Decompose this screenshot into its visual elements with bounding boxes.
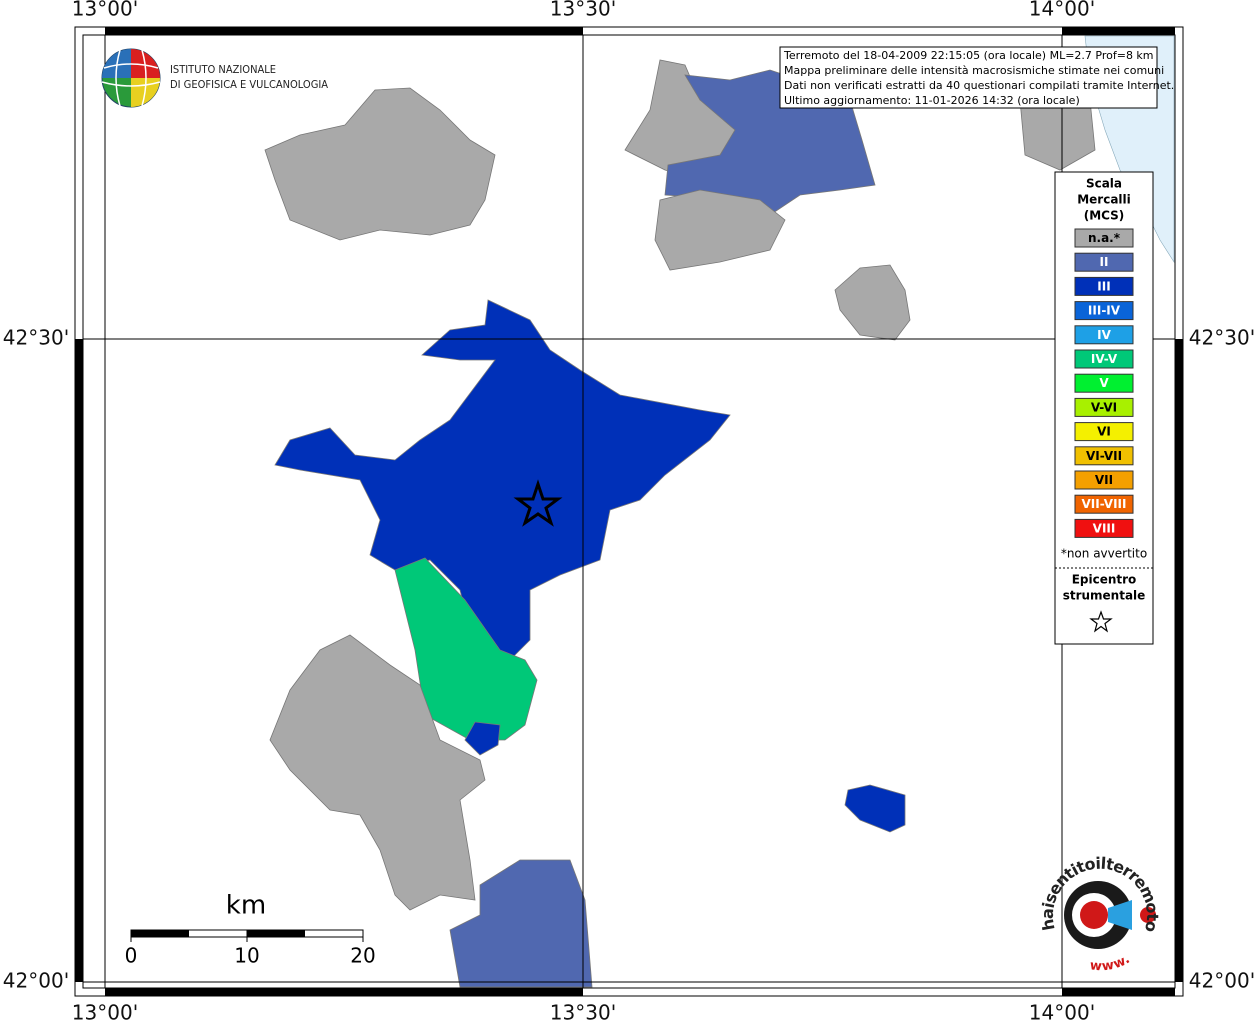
lat-label: 42°00' bbox=[3, 969, 69, 993]
lon-label: 13°30' bbox=[550, 0, 616, 21]
legend-swatch bbox=[1074, 422, 1134, 442]
legend: Scala Mercalli (MCS) *non avvertito Epic… bbox=[1054, 171, 1154, 645]
municipality bbox=[834, 264, 911, 341]
scale-bar: km 0 10 20 bbox=[125, 891, 376, 968]
legend-label: VIII bbox=[1093, 521, 1116, 535]
lat-label: 42°30' bbox=[3, 326, 69, 350]
legend-epicenter: strumentale bbox=[1063, 589, 1146, 603]
legend-label: VI bbox=[1097, 425, 1111, 439]
legend-label: VII-VIII bbox=[1081, 497, 1126, 511]
scale-label: 20 bbox=[350, 944, 375, 968]
legend-swatch bbox=[1074, 518, 1134, 538]
legend-title: Mercalli bbox=[1077, 193, 1131, 207]
legend-swatch bbox=[1074, 494, 1134, 514]
scale-label: 0 bbox=[125, 944, 138, 968]
municipality bbox=[844, 784, 906, 833]
legend-label: VI-VII bbox=[1086, 449, 1122, 463]
legend-label: VII bbox=[1095, 473, 1113, 487]
legend-epicenter: Epicentro bbox=[1072, 573, 1137, 587]
legend-box bbox=[1054, 171, 1154, 645]
legend-swatch bbox=[1074, 301, 1134, 321]
lon-label: 13°00' bbox=[72, 0, 138, 21]
institute-name: DI GEOFISICA E VULCANOLOGIA bbox=[170, 78, 328, 91]
legend-label: III-IV bbox=[1088, 304, 1121, 318]
legend-swatch bbox=[1074, 276, 1134, 296]
info-line: Ultimo aggiornamento: 11-01-2026 14:32 (… bbox=[784, 94, 1080, 107]
legend-label: III bbox=[1097, 279, 1110, 293]
lon-label: 14°00' bbox=[1029, 0, 1095, 21]
info-line: Mappa preliminare delle intensità macros… bbox=[784, 64, 1164, 77]
lon-label: 14°00' bbox=[1029, 1001, 1095, 1025]
lat-label: 42°00' bbox=[1189, 969, 1255, 993]
legend-label: n.a.* bbox=[1088, 231, 1121, 245]
legend-label: II bbox=[1100, 255, 1109, 269]
legend-star bbox=[1089, 610, 1113, 633]
municipality bbox=[654, 189, 786, 271]
legend-label: V-VI bbox=[1091, 400, 1117, 414]
legend-swatch bbox=[1074, 325, 1134, 345]
legend-note: *non avvertito bbox=[1061, 547, 1147, 561]
municipality bbox=[464, 721, 501, 756]
legend-title: Scala bbox=[1086, 177, 1122, 191]
legend-swatch bbox=[1074, 446, 1134, 466]
lon-label: 13°00' bbox=[72, 1001, 138, 1025]
lon-label: 13°30' bbox=[550, 1001, 616, 1025]
legend-swatch bbox=[1074, 373, 1134, 393]
info-box bbox=[779, 46, 1158, 109]
info-text: Terremoto del 18-04-2009 22:15:05 (ora l… bbox=[783, 49, 1174, 107]
epicenter-star bbox=[513, 479, 563, 527]
info-line: Dati non verificati estratti da 40 quest… bbox=[784, 79, 1174, 92]
legend-swatch bbox=[1074, 470, 1134, 490]
ingv-logo: ISTITUTO NAZIONALE DI GEOFISICA E VULCAN… bbox=[101, 48, 328, 108]
legend-swatch bbox=[1074, 228, 1134, 248]
scale-unit: km bbox=[226, 891, 266, 921]
institute-name: ISTITUTO NAZIONALE bbox=[170, 63, 276, 76]
municipality bbox=[269, 634, 486, 911]
scale-label: 10 bbox=[234, 944, 259, 968]
map-area bbox=[82, 34, 1176, 989]
frame-bars bbox=[75, 27, 1183, 996]
legend-title: (MCS) bbox=[1084, 209, 1125, 223]
legend-label: IV bbox=[1097, 328, 1111, 342]
municipalities bbox=[264, 59, 1096, 988]
municipality bbox=[264, 87, 496, 241]
legend-swatch bbox=[1074, 397, 1134, 417]
lat-label: 42°30' bbox=[1189, 326, 1255, 350]
legend-swatch bbox=[1074, 252, 1134, 272]
legend-label: V bbox=[1099, 376, 1109, 390]
legend-label: IV-V bbox=[1091, 352, 1118, 366]
municipality bbox=[449, 859, 593, 988]
info-line: Terremoto del 18-04-2009 22:15:05 (ora l… bbox=[783, 49, 1154, 62]
legend-swatch bbox=[1074, 349, 1134, 369]
